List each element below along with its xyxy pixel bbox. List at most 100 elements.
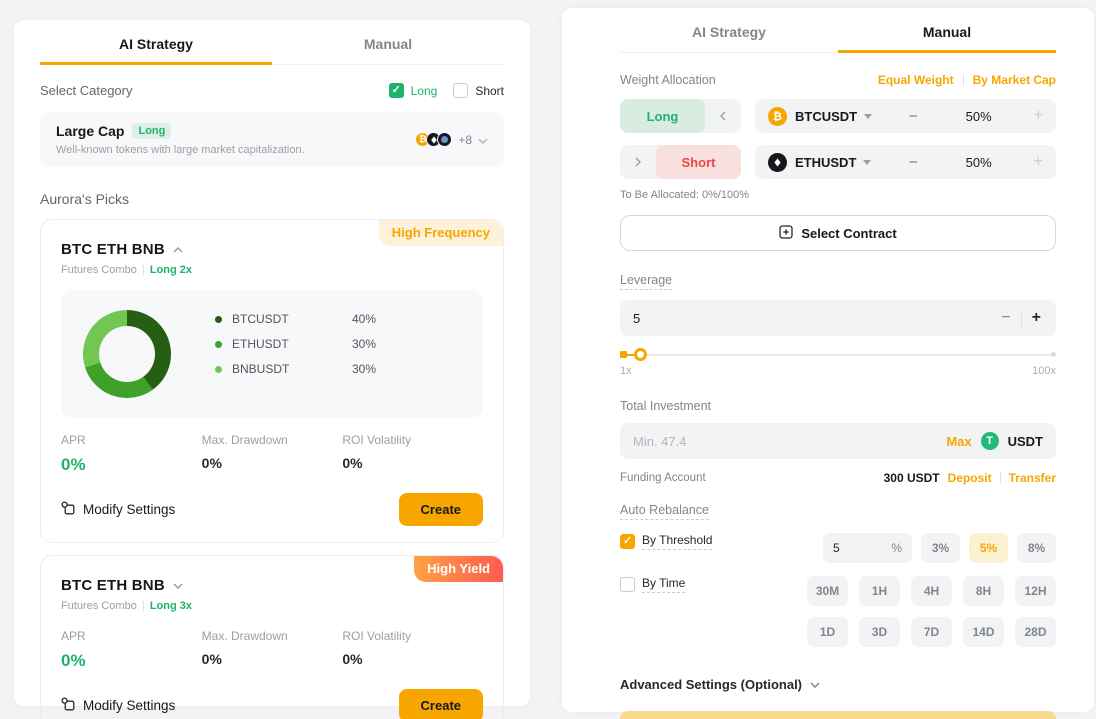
investment-amount-input[interactable] [633,433,938,449]
divider [999,472,1001,484]
advanced-settings-toggle[interactable]: Advanced Settings (Optional) [620,675,1056,693]
high-frequency-badge: High Frequency [378,220,503,246]
legend-percent: 30% [352,362,377,376]
decrease-weight-button[interactable]: − [908,107,918,125]
time-options-grid: 30M 1H 4H 8H 12H 1D 3D 7D 14D 28D [807,576,1056,647]
slider-fill [620,354,640,356]
long-filter-checkbox[interactable]: Long [388,83,437,98]
left-tab-manual[interactable]: Manual [363,36,413,52]
short-side-button[interactable]: Short [656,145,741,179]
time-option-3d[interactable]: 3D [859,617,900,647]
time-option-14d[interactable]: 14D [963,617,1004,647]
modify-settings-link[interactable]: Modify Settings [61,501,175,518]
by-market-cap-link[interactable]: By Market Cap [972,73,1056,87]
allocation-chart-box: BTCUSDT 40% ETHUSDT 30% BNBUSDT 30% [61,290,483,418]
allocation-donut-chart [83,310,171,398]
increase-weight-button[interactable]: + [1033,107,1043,124]
threshold-option-3pct[interactable]: 3% [921,533,960,563]
chevron-down-icon[interactable] [478,131,488,149]
stat-value: 0% [61,455,86,474]
leverage-stepper: − + [620,300,1056,336]
checkbox-checked-icon [620,534,635,549]
time-option-28d[interactable]: 28D [1015,617,1056,647]
decrease-weight-button[interactable]: − [908,153,918,171]
strategy-title: BTC ETH BNB [61,240,165,258]
right-tab-ai-strategy[interactable]: AI Strategy [692,24,766,40]
eth-coin-icon [768,152,787,172]
leverage-decrease-button[interactable]: − [1001,309,1011,326]
divider [1020,310,1022,326]
leverage-increase-button[interactable]: + [1031,309,1041,326]
time-option-12h[interactable]: 12H [1015,576,1056,606]
legend-symbol: BTCUSDT [232,312,289,326]
transfer-link[interactable]: Transfer [1008,471,1056,485]
dropdown-caret-icon[interactable] [864,113,873,119]
contract-row-btcusdt: ₿ BTCUSDT − 50% + [755,99,1056,133]
chevron-down-icon[interactable] [173,576,183,594]
coin-icons-group: ₿ [415,132,453,147]
chevron-up-icon[interactable] [173,240,183,258]
category-card-large-cap[interactable]: Large Cap Long Well-known tokens with la… [40,112,504,167]
time-option-4h[interactable]: 4H [911,576,952,606]
category-title: Large Cap [56,123,125,139]
modify-settings-link[interactable]: Modify Settings [61,697,175,714]
time-option-30m[interactable]: 30M [807,576,848,606]
dropdown-caret-icon[interactable] [863,159,872,165]
right-tab-manual[interactable]: Manual [838,8,1056,53]
chevron-right-icon[interactable] [620,157,656,167]
category-long-badge: Long [132,123,172,139]
long-side-button[interactable]: Long [620,99,705,133]
stat-label: ROI Volatility [342,433,412,447]
threshold-option-5pct[interactable]: 5% [969,533,1008,563]
funding-account-label: Funding Account [620,472,706,484]
time-option-1h[interactable]: 1H [859,576,900,606]
threshold-option-8pct[interactable]: 8% [1017,533,1056,563]
short-filter-checkbox[interactable]: Short [453,83,504,98]
by-time-checkbox[interactable]: By Time [620,576,686,593]
allocation-legend: BTCUSDT 40% ETHUSDT 30% BNBUSDT 30% [215,312,376,376]
create-button[interactable]: Create [398,689,483,719]
create-button[interactable]: Create [398,493,483,526]
equal-weight-link[interactable]: Equal Weight [877,73,954,87]
legend-item: BTCUSDT 40% [215,312,376,326]
direction-filters: Long Short [388,83,504,98]
slider-min-label: 1x [620,365,632,377]
legend-item: ETHUSDT 30% [215,337,376,351]
by-threshold-checkbox[interactable]: By Threshold [620,533,713,550]
threshold-input[interactable] [833,541,863,555]
picks-section-title: Aurora's Picks [40,191,130,207]
total-investment-field: Max T USDT [620,423,1056,459]
time-option-1d[interactable]: 1D [807,617,848,647]
max-button[interactable]: Max [946,433,972,449]
leverage-input[interactable] [633,310,992,326]
leverage-label: Leverage [620,273,673,290]
create-now-button[interactable]: Create Now [620,711,1056,719]
increase-weight-button[interactable]: + [1033,153,1043,170]
right-tab-bar: AI Strategy Manual [620,8,1056,53]
deposit-link[interactable]: Deposit [947,471,992,485]
stat-max-drawdown: Max. Drawdown 0% [202,629,343,671]
slider-handle[interactable] [633,348,647,361]
percent-unit: % [891,541,902,555]
select-contract-button[interactable]: Select Contract [620,215,1056,251]
manual-panel: AI Strategy Manual Weight Allocation Equ… [562,8,1094,719]
checkbox-unchecked-icon [620,577,635,592]
strategy-card-high-yield: High Yield BTC ETH BNB Futures Combo Lon… [40,555,504,719]
advanced-settings-label: Advanced Settings (Optional) [620,676,803,692]
modify-settings-icon [61,501,75,518]
chevron-left-icon[interactable] [705,111,741,121]
btc-coin-icon: ₿ [768,106,787,126]
strategy-title: BTC ETH BNB [61,576,165,594]
time-option-7d[interactable]: 7D [911,617,952,647]
ai-strategy-panel: AI Strategy Manual Select Category Long … [14,20,530,719]
left-tab-bar: AI Strategy Manual [40,20,504,65]
slider-track[interactable] [620,354,1056,356]
left-tab-ai-strategy[interactable]: AI Strategy [40,20,272,65]
by-threshold-label: By Threshold [642,533,713,550]
leverage-slider[interactable] [620,348,1056,362]
time-option-8h[interactable]: 8H [963,576,1004,606]
strategy-type: Futures Combo [61,600,137,612]
total-investment-label: Total Investment [620,399,712,413]
modify-settings-icon [61,697,75,714]
short-filter-label: Short [475,83,504,98]
